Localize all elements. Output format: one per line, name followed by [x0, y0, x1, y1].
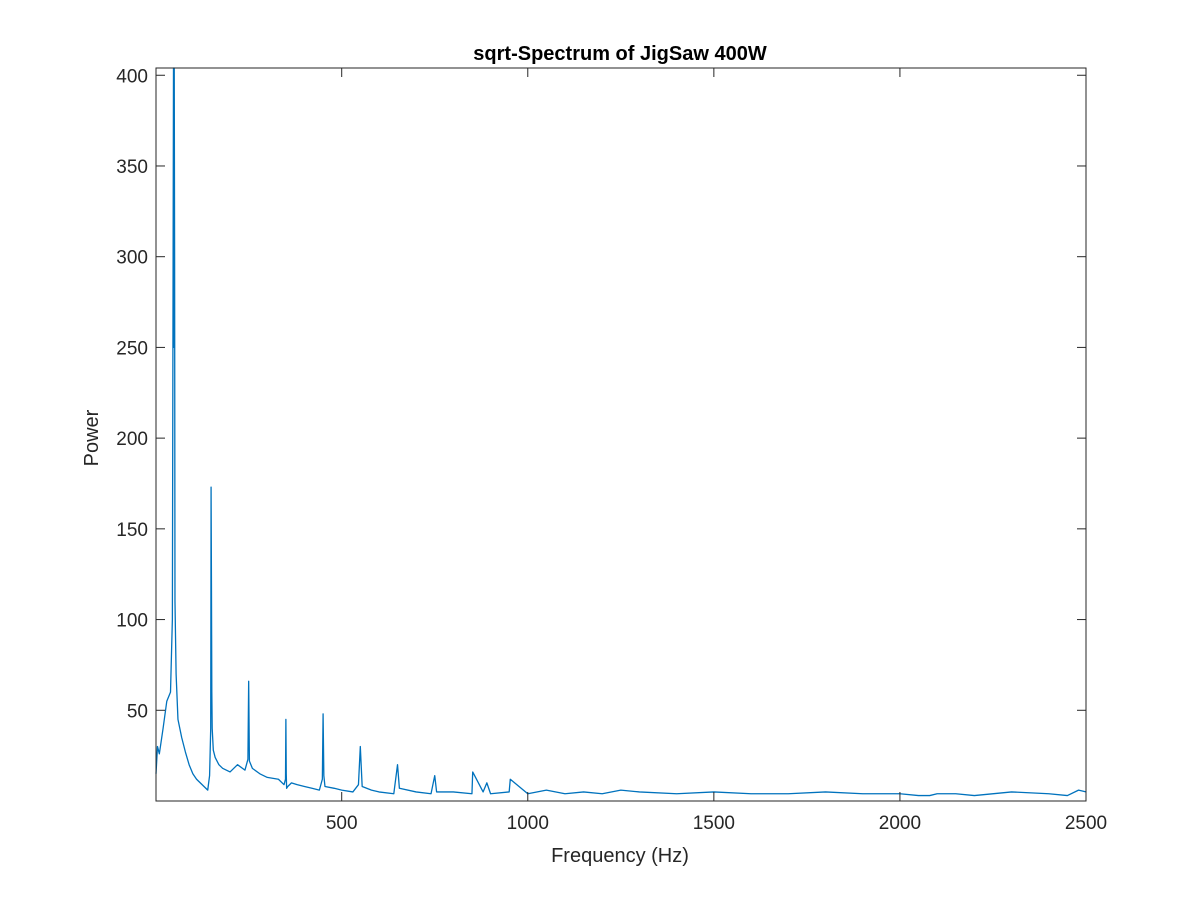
x-tick-label: 500: [326, 813, 358, 834]
plot-background: [156, 68, 1086, 801]
y-tick-label: 300: [116, 248, 148, 269]
y-axis-title: Power: [81, 409, 103, 466]
axes-box: [155, 67, 1087, 802]
series-line-0: [155, 67, 1087, 797]
y-tick-label: 400: [116, 66, 148, 87]
y-tick-label: 50: [127, 701, 148, 722]
y-tick-label: 350: [116, 157, 148, 178]
axes-layer: 500 1000 1500 2000 2500 50 100 150 200 250 300 350 4…: [116, 66, 1107, 834]
x-tick-label: 1500: [693, 813, 735, 834]
y-tick-label: 250: [116, 338, 148, 359]
y-tick-label: 200: [116, 429, 148, 450]
y-tick-label: 150: [116, 520, 148, 541]
x-tick-label: 2500: [1065, 813, 1107, 834]
x-axis-title: Frequency (Hz): [551, 845, 689, 867]
data-layer: [155, 67, 1087, 797]
chart-title: sqrt-Spectrum of JigSaw 400W: [473, 43, 767, 65]
plot-area: [156, 68, 1086, 801]
x-tick-label: 1000: [507, 813, 549, 834]
y-tick-label: 100: [116, 611, 148, 632]
x-tick-label: 2000: [879, 813, 921, 834]
